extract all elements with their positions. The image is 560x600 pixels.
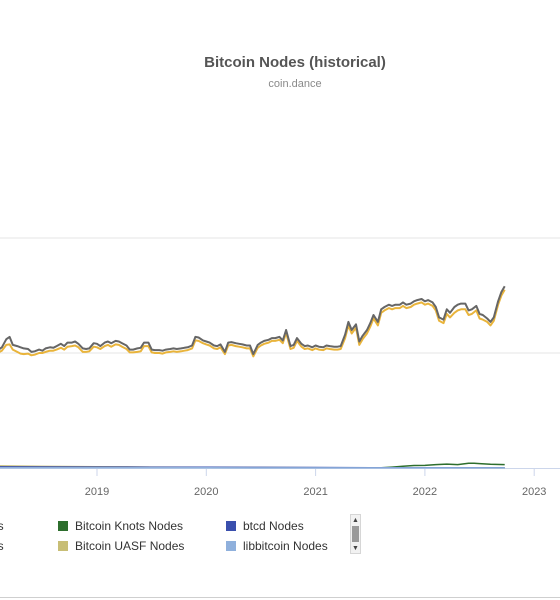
chart-subtitle: coin.dance (268, 78, 322, 90)
series-line-total-nodes (0, 285, 506, 356)
legend-swatch-libbitcoin (226, 541, 236, 551)
x-tick-label-2023: 2023 (522, 486, 546, 498)
legend-swatch-btcd (226, 521, 236, 531)
legend-item-bitcoin-knots[interactable]: Bitcoin Knots Nodes (58, 519, 183, 533)
legend-label-libbitcoin: libbitcoin Nodes (243, 539, 328, 553)
legend-item-partial-2[interactable]: es (0, 539, 4, 553)
x-tick-label-2022: 2022 (413, 486, 437, 498)
legend-label-partial-2: es (0, 539, 4, 553)
legend-scrollbar[interactable]: ▲ ▼ (350, 514, 361, 554)
x-tick-label-2021: 2021 (303, 486, 327, 498)
legend-swatch-bitcoin-uasf (58, 541, 68, 551)
legend-item-btcd[interactable]: btcd Nodes (226, 519, 304, 533)
scroll-up-icon[interactable]: ▲ (352, 517, 359, 524)
x-tick-label-2020: 2020 (194, 486, 218, 498)
scroll-thumb[interactable] (352, 526, 359, 542)
legend-swatch-bitcoin-knots (58, 521, 68, 531)
x-tick-label-2019: 2019 (85, 486, 109, 498)
legend-label-bitcoin-knots: Bitcoin Knots Nodes (75, 519, 184, 533)
legend-label-partial-1: es (0, 519, 4, 533)
legend-item-partial-1[interactable]: es (0, 519, 4, 533)
chart-legend: es es Bitcoin Knots Nodes btcd Nodes Bit… (0, 514, 362, 554)
scroll-down-icon[interactable]: ▼ (352, 545, 359, 552)
legend-item-bitcoin-uasf[interactable]: Bitcoin UASF Nodes (58, 539, 184, 553)
chart-title: Bitcoin Nodes (historical) (204, 54, 386, 71)
legend-label-btcd: btcd Nodes (243, 519, 304, 533)
legend-label-bitcoin-uasf: Bitcoin UASF Nodes (75, 539, 185, 553)
legend-item-libbitcoin[interactable]: libbitcoin Nodes (226, 539, 328, 553)
bottom-divider (0, 597, 560, 598)
